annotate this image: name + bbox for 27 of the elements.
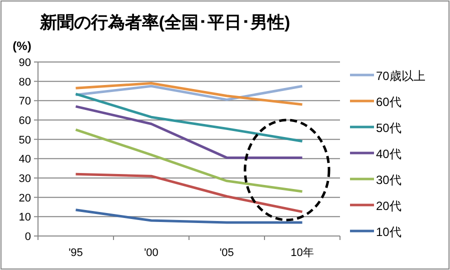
y-tick-label: 70 bbox=[18, 96, 31, 108]
legend-label: 40代 bbox=[376, 147, 402, 161]
chart-title: 新聞の行為者率(全国･平日･男性) bbox=[38, 13, 290, 32]
y-tick-label: 0 bbox=[24, 231, 31, 243]
y-tick-label: 20 bbox=[18, 192, 31, 204]
x-tick-label: 10年 bbox=[290, 247, 314, 259]
legend-label: 30代 bbox=[376, 173, 402, 187]
y-tick-label: 90 bbox=[18, 57, 31, 69]
y-tick-label: 60 bbox=[18, 115, 31, 127]
y-tick-label: 10 bbox=[18, 212, 31, 224]
line-series bbox=[74, 82, 304, 106]
line-series bbox=[74, 92, 304, 143]
legend-label: 60代 bbox=[376, 95, 402, 109]
y-tick-label: 50 bbox=[18, 134, 31, 146]
y-tick-label: 40 bbox=[18, 154, 31, 166]
y-axis-title: (%) bbox=[12, 39, 32, 53]
x-tick-label: '05 bbox=[220, 247, 234, 259]
line-series bbox=[74, 128, 304, 193]
legend-label: 50代 bbox=[376, 121, 402, 135]
y-tick-label: 30 bbox=[18, 173, 31, 185]
legend-label: 20代 bbox=[376, 199, 402, 213]
line-series bbox=[74, 172, 304, 214]
y-tick-label: 80 bbox=[18, 76, 31, 88]
legend-label: 10代 bbox=[376, 225, 402, 239]
x-tick-label: '95 bbox=[68, 247, 83, 259]
x-tick-label: '00 bbox=[144, 247, 158, 259]
legend-label: 70歳以上 bbox=[376, 69, 426, 83]
